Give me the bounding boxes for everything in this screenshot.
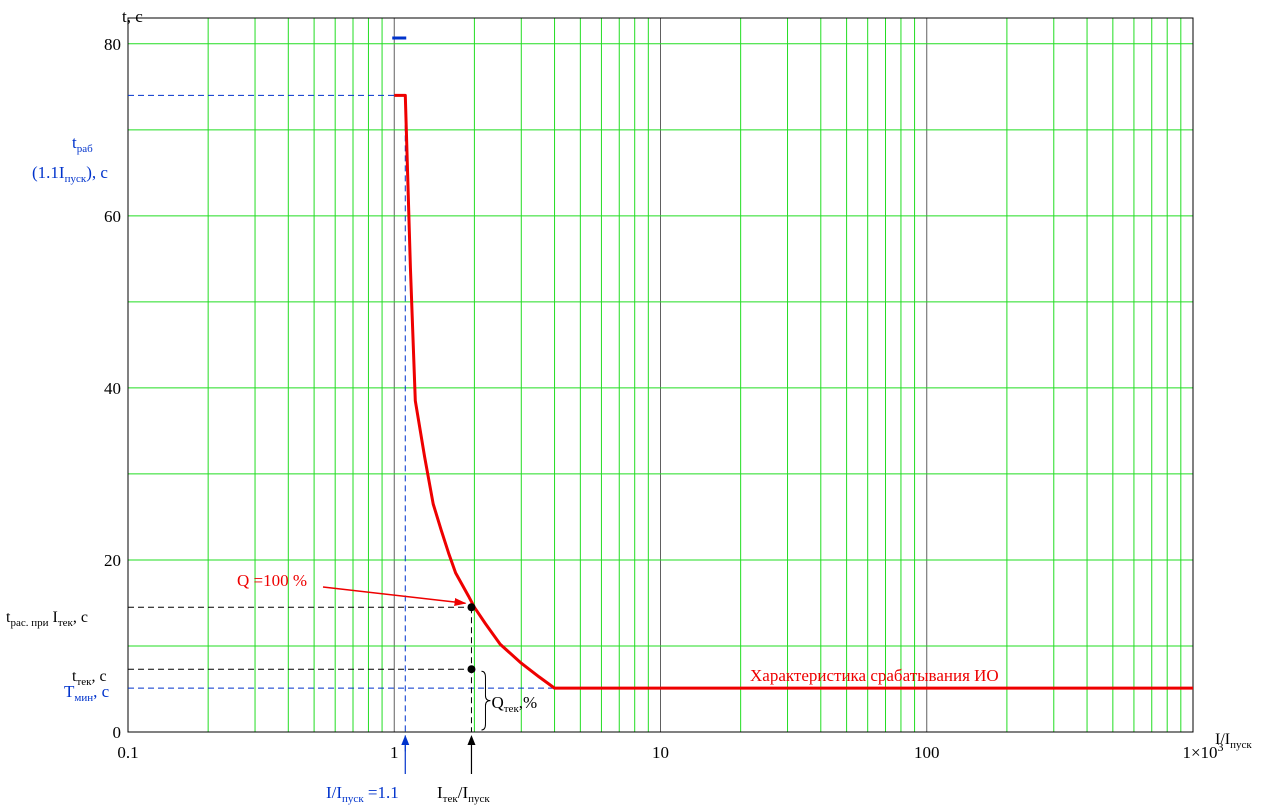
tick-labels: 0 20 40 60 80 0.1 1 10 100 1×103 t, с I/Iпуск (104, 7, 1252, 762)
grid-lines (128, 18, 1193, 732)
y-tick-label: 80 (104, 35, 121, 54)
plot-border (127, 17, 1194, 733)
q-tek-label: Qтек,% (491, 693, 537, 715)
trip-characteristic-line (394, 93, 1193, 690)
t-ras-label: tрас. при Iтек, c (6, 609, 88, 629)
data-point (467, 665, 476, 674)
y-tick-label: 20 (104, 551, 121, 570)
plot-frame (127, 17, 1194, 733)
y-tick-label: 60 (104, 207, 121, 226)
ratio-tek-label: Iтек/Iпуск (437, 783, 490, 805)
t-rab-label-line1: tраб (72, 133, 93, 155)
reference-lines (128, 36, 556, 774)
x-axis-label: I/Iпуск (1215, 731, 1252, 751)
q-tek-brace (481, 670, 491, 731)
q100-label: Q =100 % (237, 571, 307, 590)
annotation-labels: Характеристика срабатывания ИО Q =100 % tр… (6, 133, 999, 805)
y-tick-label: 40 (104, 379, 121, 398)
data-point (467, 603, 476, 612)
t-rab-label-line2: (1.1Iпуск), c (32, 163, 108, 185)
ratio-1.1-label: I/Iпуск =1.1 (326, 783, 399, 805)
curve-label: Характеристика срабатывания ИО (750, 666, 999, 685)
y-tick-label: 0 (113, 723, 122, 742)
q100-arrow (322, 586, 467, 606)
t-tek-label: tтек, c (72, 668, 107, 688)
series-layer (394, 93, 1193, 690)
t-min-label: Tмин, c (64, 682, 110, 704)
y-axis-label: t, с (122, 7, 143, 26)
x-tick-label: 0.1 (117, 743, 138, 762)
x-tick-label: 100 (914, 743, 940, 762)
x-tick-label: 10 (652, 743, 669, 762)
x-tick-label: 1×103 (1182, 740, 1223, 762)
x-tick-label: 1 (390, 743, 399, 762)
